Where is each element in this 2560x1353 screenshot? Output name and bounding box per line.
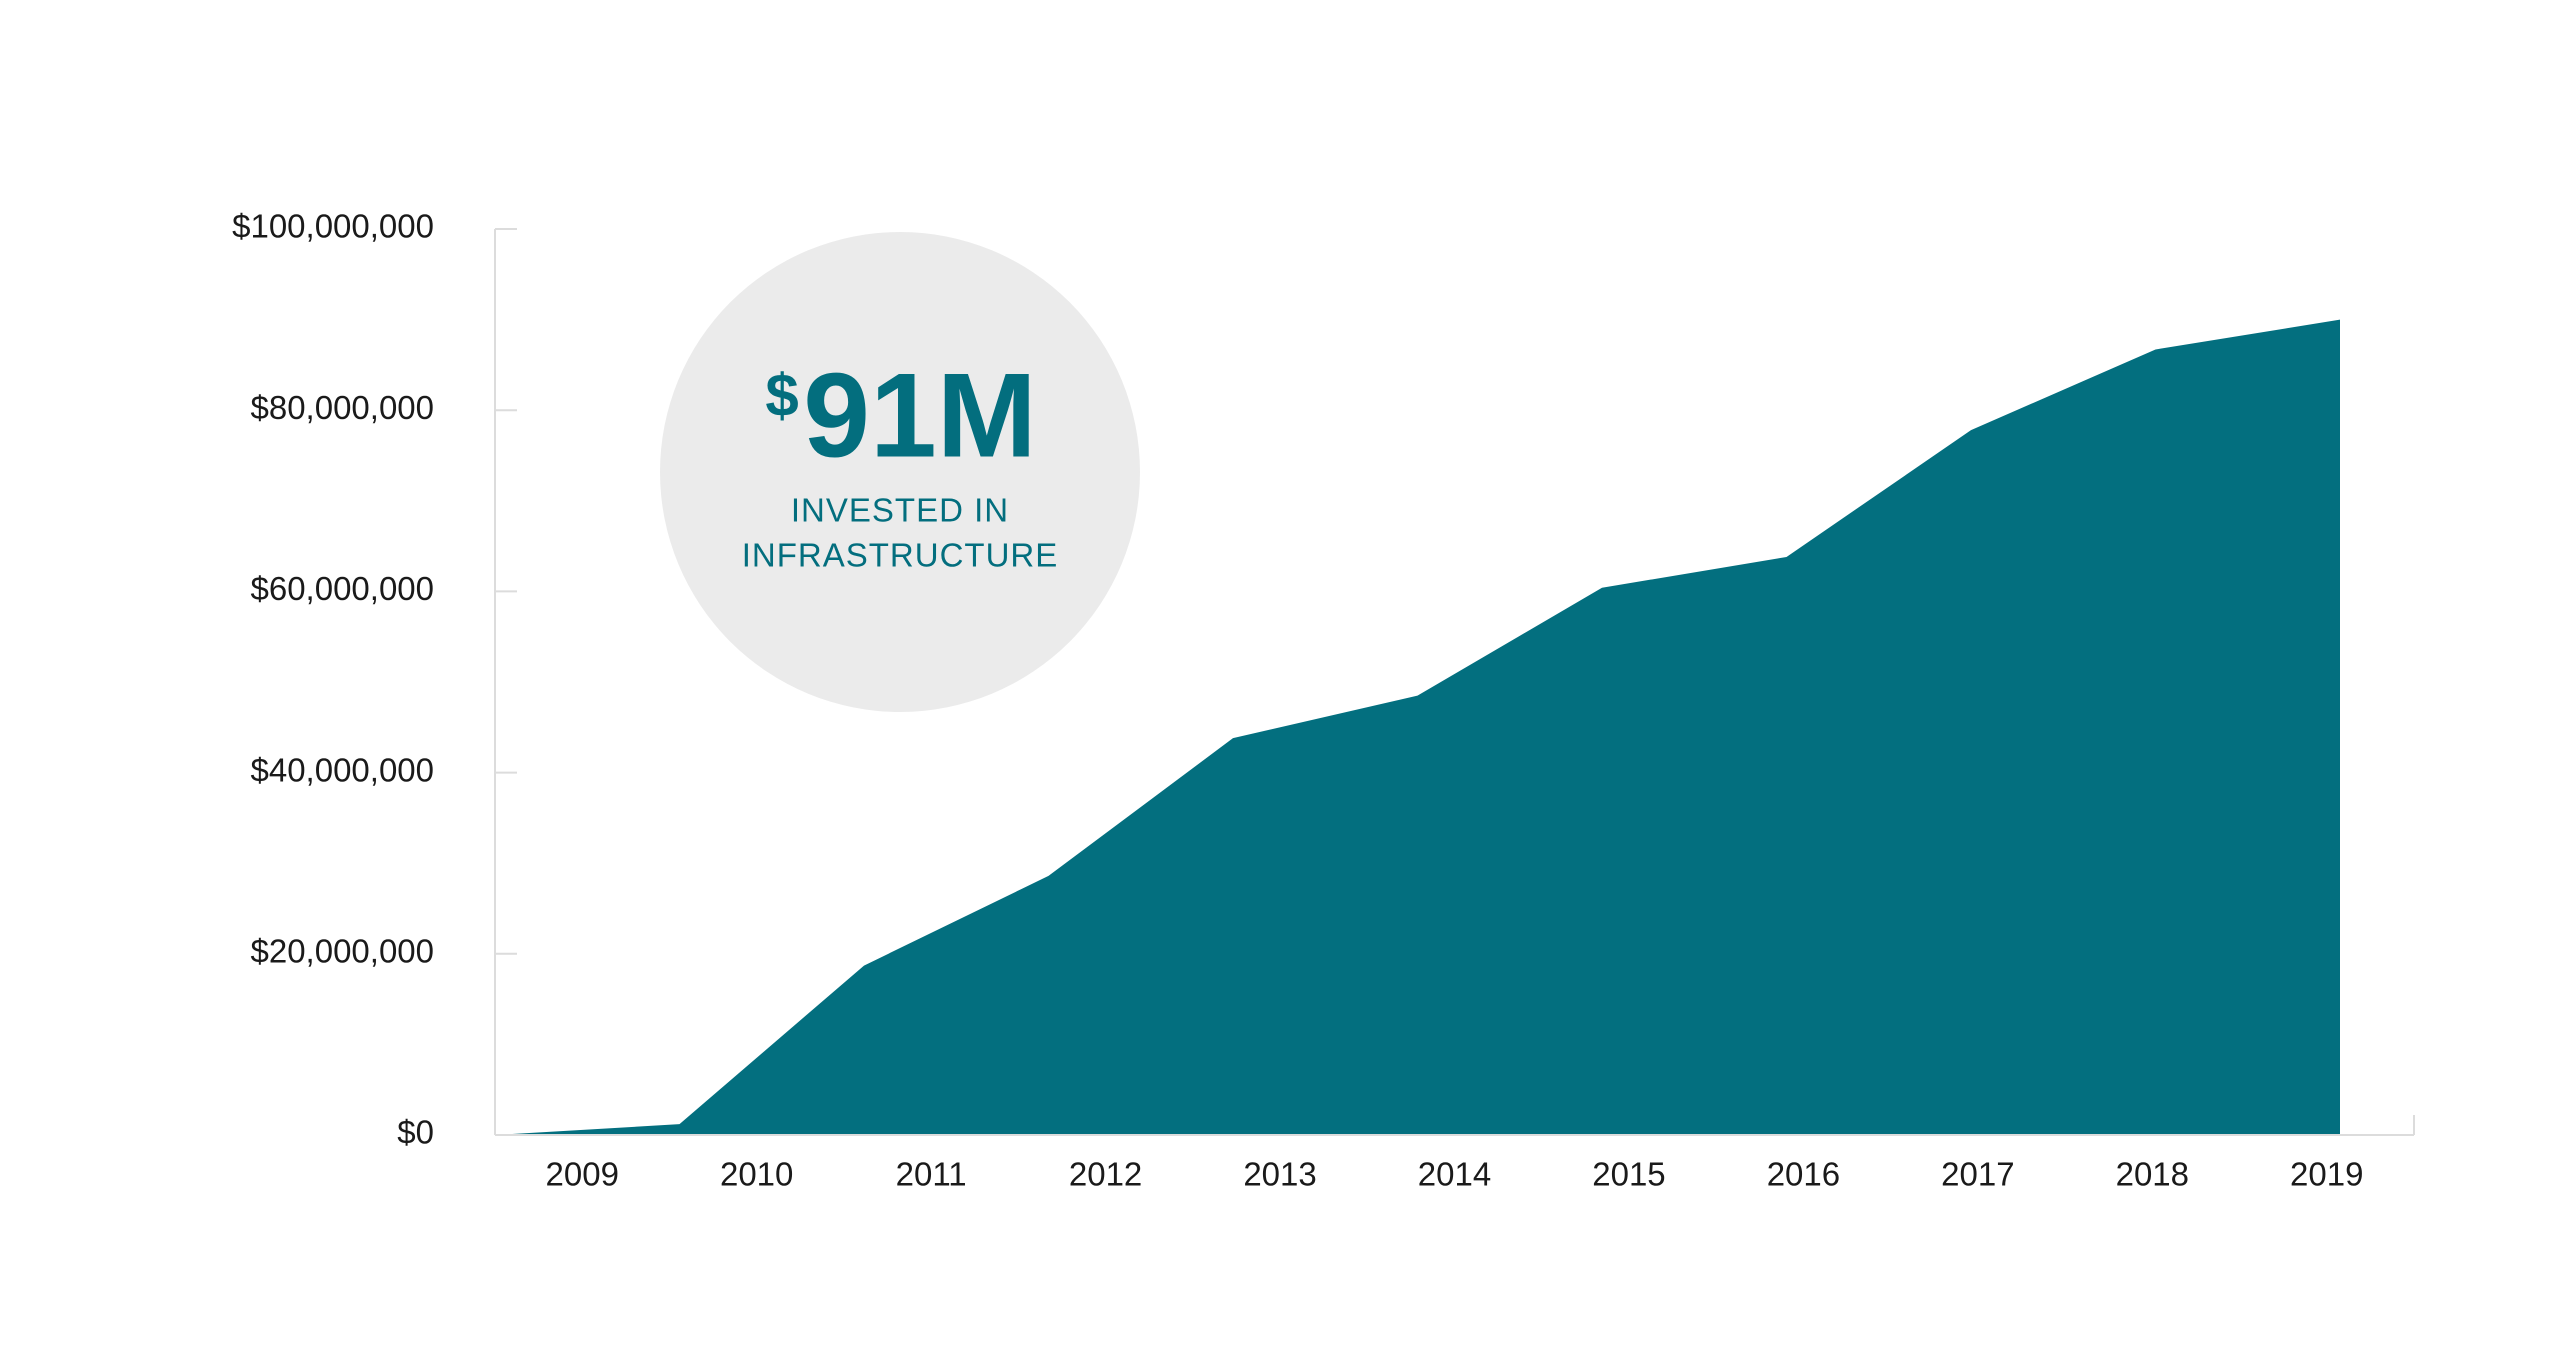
x-tick-label: 2009 bbox=[546, 1156, 619, 1193]
x-tick-label: 2011 bbox=[896, 1156, 967, 1193]
x-tick-label: 2013 bbox=[1243, 1156, 1316, 1193]
x-tick-label: 2015 bbox=[1592, 1156, 1665, 1193]
callout-currency: $ bbox=[765, 362, 798, 429]
callout-amount: 91M bbox=[803, 349, 1036, 483]
area bbox=[495, 319, 2340, 1136]
x-tick-label: 2017 bbox=[1941, 1156, 2014, 1193]
callout-text: INVESTED IN bbox=[791, 492, 1009, 529]
x-tick-label: 2016 bbox=[1767, 1156, 1840, 1193]
y-tick-label: $60,000,000 bbox=[250, 570, 434, 607]
x-tick-label: 2019 bbox=[2290, 1156, 2363, 1193]
y-tick-label: $100,000,000 bbox=[232, 208, 434, 245]
y-tick-label: $0 bbox=[397, 1114, 434, 1151]
y-tick-label: $20,000,000 bbox=[250, 933, 434, 970]
x-tick-label: 2018 bbox=[2116, 1156, 2189, 1193]
y-tick-label: $80,000,000 bbox=[250, 389, 434, 426]
y-tick-label: $40,000,000 bbox=[250, 751, 434, 788]
callout-text: INFRASTRUCTURE bbox=[742, 537, 1059, 574]
callout-circle bbox=[660, 232, 1140, 712]
x-tick-label: 2014 bbox=[1418, 1156, 1491, 1193]
x-tick-label: 2010 bbox=[720, 1156, 793, 1193]
x-tick-label: 2012 bbox=[1069, 1156, 1142, 1193]
